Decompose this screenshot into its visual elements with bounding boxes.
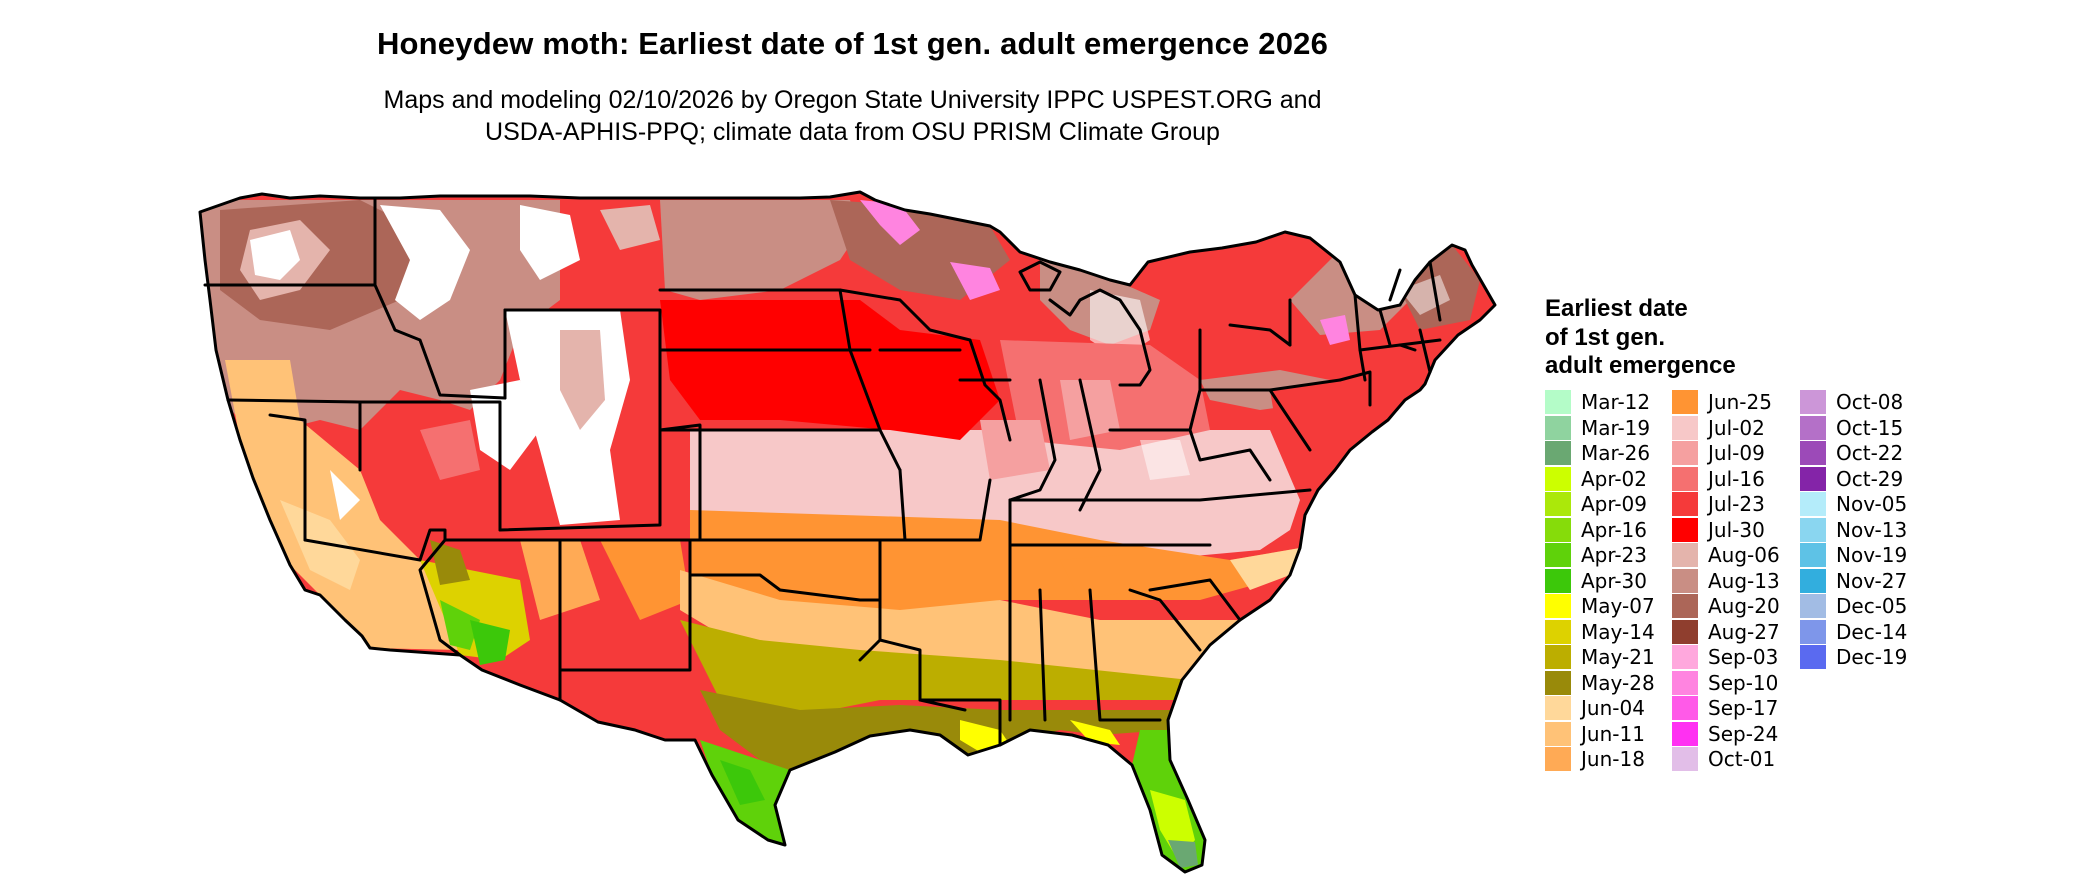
legend-label: Jul-30	[1708, 517, 1765, 542]
legend-swatch	[1672, 415, 1698, 440]
legend-swatch	[1672, 645, 1698, 669]
legend-label: Oct-15	[1836, 415, 1904, 440]
legend-swatch	[1672, 670, 1698, 695]
legend-label: Apr-30	[1581, 568, 1647, 593]
legend-label: Mar-12	[1581, 390, 1651, 414]
legend-swatch	[1672, 492, 1698, 516]
legend-swatch	[1545, 721, 1571, 746]
legend-title-line-1: Earliest date	[1545, 295, 1688, 322]
legend-label: Jun-11	[1581, 721, 1645, 746]
legend-swatch	[1545, 390, 1571, 414]
legend-swatch	[1672, 517, 1698, 542]
legend-swatch	[1545, 415, 1571, 440]
legend-label: May-28	[1581, 670, 1655, 695]
legend-label: Jun-25	[1708, 390, 1772, 414]
legend-label: May-07	[1581, 594, 1655, 618]
legend-label: Sep-24	[1708, 721, 1779, 746]
legend-title-line-3: adult emergence	[1545, 352, 1736, 379]
legend-label: Oct-29	[1836, 466, 1904, 491]
legend-label: Oct-08	[1836, 390, 1904, 414]
legend-label: Aug-06	[1708, 543, 1780, 567]
legend-label: Dec-05	[1836, 594, 1908, 618]
legend-label: Aug-27	[1708, 619, 1780, 644]
legend-swatch	[1672, 747, 1698, 771]
legend-label: May-14	[1581, 619, 1655, 644]
map-title: Honeydew moth: Earliest date of 1st gen.…	[376, 26, 1329, 61]
legend-swatch	[1545, 696, 1571, 720]
legend-label: Sep-17	[1708, 696, 1779, 720]
legend-label: Mar-26	[1581, 441, 1651, 465]
legend-label: Nov-19	[1836, 543, 1908, 567]
legend-swatch	[1672, 466, 1698, 491]
legend-swatch	[1672, 441, 1698, 465]
legend-label: Jun-04	[1581, 696, 1645, 720]
legend-swatch	[1672, 721, 1698, 746]
legend-swatch	[1545, 517, 1571, 542]
legend-swatch	[1800, 645, 1826, 669]
legend-label: Aug-20	[1708, 594, 1780, 618]
legend-swatch	[1545, 670, 1571, 695]
legend-swatch	[1672, 390, 1698, 414]
legend-label: Sep-03	[1708, 645, 1779, 669]
legend-label: Jun-18	[1581, 747, 1645, 771]
legend-label: Mar-19	[1581, 415, 1651, 440]
us-emergence-map	[198, 190, 1497, 874]
legend-label: Nov-05	[1836, 492, 1908, 516]
legend-label: Oct-01	[1708, 747, 1776, 771]
legend-label: Apr-09	[1581, 492, 1647, 516]
legend-label: Jul-02	[1708, 415, 1765, 440]
legend-swatch	[1545, 568, 1571, 593]
legend-title-line-2: of 1st gen.	[1545, 323, 1666, 351]
legend-title: Earliest date of 1st gen. adult emergenc…	[1545, 295, 1845, 381]
legend-swatch	[1800, 390, 1826, 414]
legend-swatch	[1672, 619, 1698, 644]
legend-swatch	[1800, 441, 1826, 465]
legend-label: Dec-19	[1836, 645, 1908, 669]
legend-label: Nov-13	[1836, 517, 1908, 542]
map-subtitle-line-1: Maps and modeling 02/10/2026 by Oregon S…	[383, 86, 1322, 114]
legend-swatch	[1672, 543, 1698, 567]
legend-swatch	[1800, 517, 1826, 542]
legend-swatch	[1545, 492, 1571, 516]
legend-label: Sep-10	[1708, 670, 1779, 695]
legend-label: May-21	[1581, 645, 1655, 669]
legend-swatch	[1545, 441, 1571, 465]
legend-swatch	[1800, 415, 1826, 440]
legend-label: Jul-09	[1708, 441, 1765, 465]
legend-swatch	[1672, 696, 1698, 720]
legend-label: Apr-16	[1581, 517, 1647, 542]
legend-swatch	[1800, 466, 1826, 491]
legend-swatch	[1800, 594, 1826, 618]
legend-label: Dec-14	[1836, 619, 1908, 644]
legend-label: Jul-23	[1708, 492, 1765, 516]
legend-label: Apr-23	[1581, 543, 1647, 567]
legend-swatch	[1800, 568, 1826, 593]
legend-swatch	[1672, 594, 1698, 618]
legend-swatch	[1800, 543, 1826, 567]
legend-swatch	[1800, 492, 1826, 516]
legend-swatch	[1545, 543, 1571, 567]
legend-label: Jul-16	[1708, 466, 1765, 491]
legend-label: Aug-13	[1708, 568, 1780, 593]
legend-label: Apr-02	[1581, 466, 1647, 491]
legend-label: Nov-27	[1836, 568, 1908, 593]
legend-swatch	[1800, 619, 1826, 644]
legend-swatch	[1545, 619, 1571, 644]
legend-swatch	[1545, 645, 1571, 669]
legend-swatch	[1545, 747, 1571, 771]
map-subtitle-line-2: USDA-APHIS-PPQ; climate data from OSU PR…	[485, 118, 1220, 146]
legend-swatch	[1672, 568, 1698, 593]
legend-swatch	[1545, 594, 1571, 618]
legend-label: Oct-22	[1836, 441, 1904, 465]
legend-swatch	[1545, 466, 1571, 491]
